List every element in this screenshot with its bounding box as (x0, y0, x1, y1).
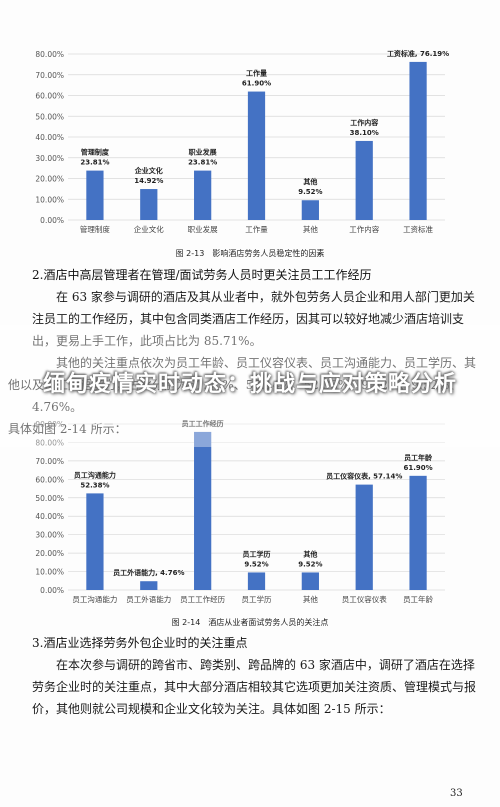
y-tick-label: 0.00% (40, 586, 64, 595)
section-2-paragraph: 在 63 家参与调研的酒店及其从业者中，就外包劳务人员企业和用人部门更加关注员工… (32, 290, 475, 348)
bar (194, 431, 212, 590)
section-3-heading: 3.酒店业选择劳务外包企业时的关注重点 (32, 636, 248, 650)
title-overlay-band (0, 325, 500, 447)
x-tick-label: 工作量 (245, 224, 268, 234)
data-label: 工作内容 (350, 118, 378, 127)
bar (355, 140, 373, 220)
data-label: 52.38% (80, 481, 109, 489)
y-tick-label: 40.00% (35, 133, 64, 142)
y-tick-label: 50.00% (35, 494, 64, 503)
bar (355, 484, 373, 590)
data-label: 其他 (303, 549, 317, 558)
y-tick-label: 60.00% (35, 475, 64, 484)
x-tick-label: 工作内容 (349, 224, 379, 234)
figure-1-caption: 图 2-13 影响酒店劳务人员稳定性的因素 (175, 249, 325, 258)
y-tick-label: 50.00% (35, 112, 64, 121)
data-label: 61.90% (403, 464, 432, 472)
data-label: 工作量 (246, 69, 267, 78)
bar (140, 581, 158, 590)
data-label: 工资标准, 76.19% (387, 49, 449, 58)
data-label: 61.90% (242, 80, 271, 88)
y-tick-label: 80.00% (35, 50, 64, 59)
section-2-heading: 2.酒店中高层管理者在管理/面试劳务人员时更关注员工工作经历 (32, 268, 372, 282)
y-tick-label: 30.00% (35, 154, 64, 163)
data-label: 员工年龄 (404, 453, 433, 462)
y-tick-label: 40.00% (35, 512, 64, 521)
x-tick-label: 员工沟通能力 (72, 594, 117, 604)
section-2-paragraph-2: 其他的关注重点依次为员工年龄、员工仪容仪表、员工沟通能力、员工学历、其 他以及员… (8, 352, 477, 440)
x-tick-label: 员工学历 (242, 594, 272, 604)
bar (301, 572, 319, 590)
x-tick-label: 员工外语能力 (126, 594, 171, 604)
x-tick-label: 员工仪容仪表 (342, 594, 387, 604)
figure-2-caption: 图 2-14 酒店从业者面试劳务人员的关注点 (171, 618, 329, 627)
y-tick-label: 70.00% (35, 71, 64, 80)
page-number: 33 (450, 788, 463, 799)
bar (247, 572, 266, 590)
bar (409, 61, 427, 221)
y-tick-label: 60.00% (35, 92, 64, 101)
y-tick-label: 20.00% (35, 549, 64, 558)
x-tick-label: 企业文化 (134, 224, 164, 234)
x-tick-label: 管理制度 (80, 224, 110, 234)
data-label: 38.10% (350, 129, 379, 137)
data-label: 9.52% (298, 560, 322, 568)
y-tick-label: 10.00% (35, 568, 64, 577)
data-label: 管理制度 (81, 148, 110, 157)
data-label: 员工工作经历 (182, 419, 224, 428)
data-label: 企业文化 (134, 166, 163, 175)
data-label: 9.52% (298, 188, 322, 196)
bar (86, 493, 104, 590)
x-tick-label: 其他 (303, 594, 318, 604)
data-label: 9.52% (244, 560, 268, 568)
bar (247, 91, 266, 220)
y-tick-label: 30.00% (35, 531, 64, 540)
x-tick-label: 工资标准 (403, 224, 433, 234)
chart-interview-focus: 0.00% 10.00% 20.00% 30.00% 40.00% 50.00% 60.00… (35, 419, 445, 604)
x-tick-label: 职业发展 (188, 224, 218, 234)
section-2-paragraph-2-line-2: 他以及员工外语能力，占比分别为61.90%、57.14%、52.38%、9.52… (8, 378, 462, 414)
data-label: 14.92% (134, 177, 163, 185)
data-label: 职业发展 (189, 148, 218, 157)
bar (140, 189, 158, 220)
bar (86, 170, 104, 220)
data-label: 员工学历 (243, 549, 271, 558)
chart-stability-factors: 0.00% 10.00% 20.00% 30.00% 40.00% 50.00% 60.00… (35, 49, 449, 234)
y-tick-label: 80.00% (35, 438, 64, 447)
y-tick-label: 70.00% (35, 457, 64, 466)
x-tick-label: 员工年龄 (403, 594, 433, 604)
data-label: 23.81% (188, 159, 217, 167)
section-3-paragraph: 在本次参与调研的跨省市、跨类别、跨品牌的 63 家酒店中，调研了酒店在选择劳务企… (32, 658, 477, 716)
y-tick-label: 90.00% (35, 420, 64, 429)
overlay-title: 缅甸疫情实时动态：挑战与应对策略分析 (42, 372, 457, 397)
bar (409, 475, 427, 590)
data-label: 23.81% (80, 159, 109, 167)
y-tick-label: 10.00% (35, 195, 64, 204)
data-label: 其他 (303, 177, 317, 186)
x-tick-label: 其他 (303, 224, 318, 234)
bar (194, 170, 212, 220)
overlay-title-wrap: 缅甸疫情实时动态：挑战与应对策略分析 (20, 368, 480, 402)
data-label: 员工仪容仪表, 57.14% (326, 472, 402, 481)
section-2-paragraph-2-line-1: 其他的关注重点依次为员工年龄、员工仪容仪表、员工沟通能力、员工学历、其 (56, 356, 477, 370)
section-2-paragraph-2-line-3: 具体如图 2-14 所示： (8, 422, 127, 436)
x-tick-label: 员工工作经历 (180, 594, 225, 604)
y-tick-label: 20.00% (35, 175, 64, 184)
data-label: 员工沟通能力 (74, 470, 116, 479)
data-label: 员工外语能力, 4.76% (113, 568, 184, 577)
bar (301, 200, 319, 220)
y-tick-label: 0.00% (40, 216, 64, 225)
